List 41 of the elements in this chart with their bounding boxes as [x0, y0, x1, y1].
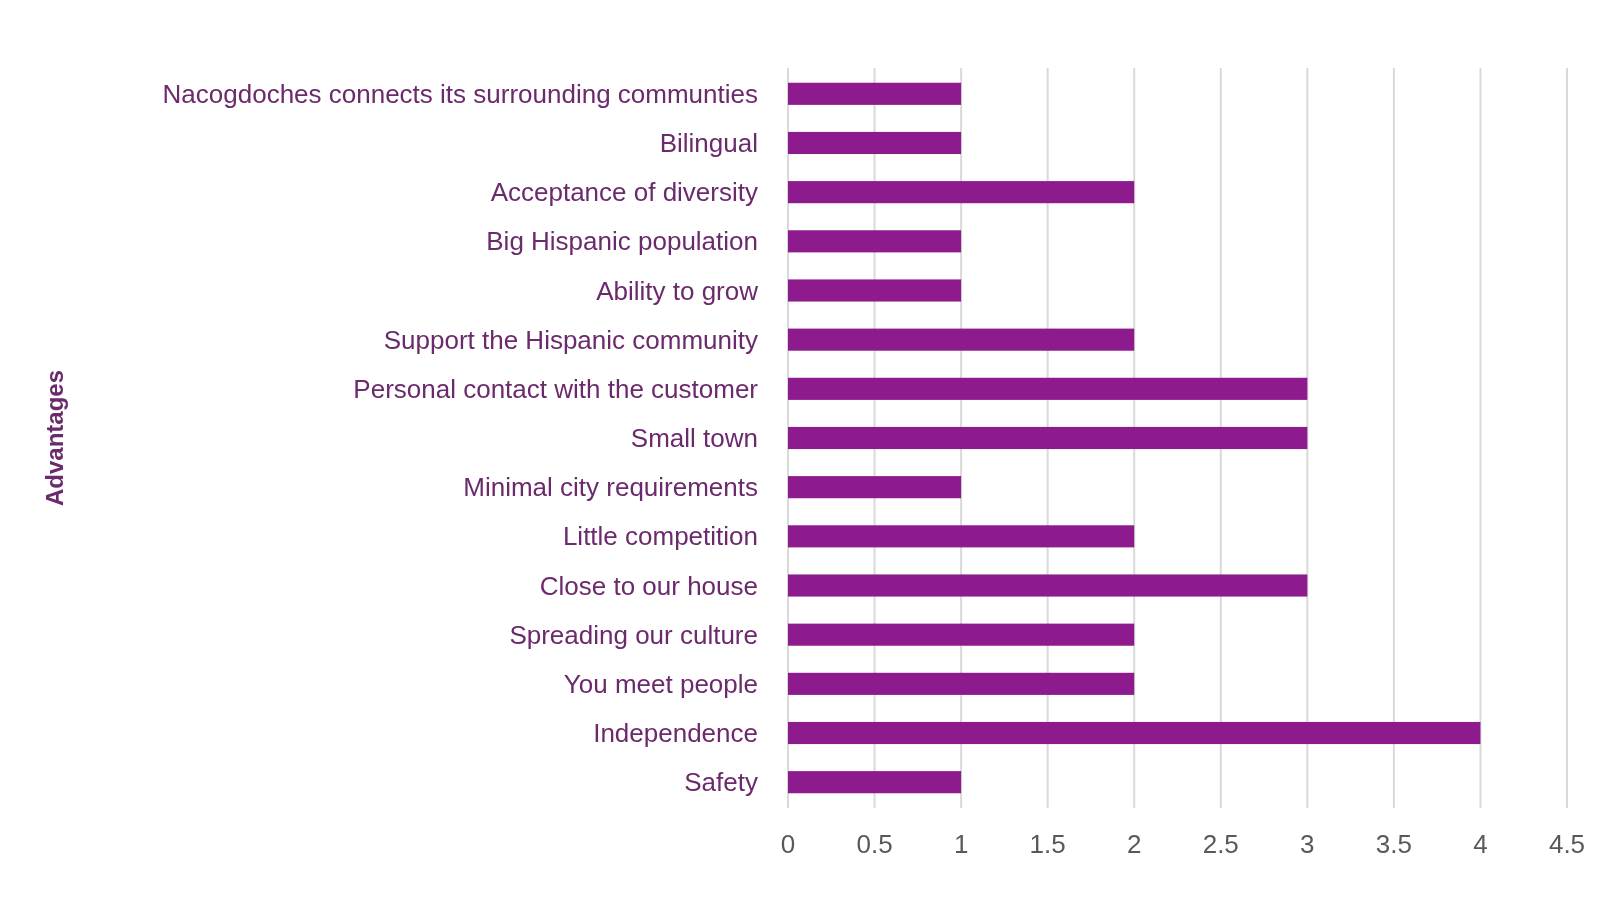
y-tick-label: You meet people: [563, 668, 758, 699]
x-tick-label: 4: [1473, 829, 1488, 859]
bar: [788, 328, 1135, 351]
y-tick-label: Close to our house: [539, 570, 758, 601]
y-tick-label: Minimal city requirements: [463, 472, 758, 503]
x-tick-label: 1.5: [1029, 829, 1066, 859]
y-axis-title: Advantages: [41, 369, 68, 507]
y-tick-label: Independence: [593, 718, 758, 749]
y-tick-label: Support the Hispanic community: [383, 324, 758, 355]
bar: [788, 82, 962, 105]
bar: [788, 721, 1481, 745]
bar: [788, 426, 1308, 450]
bar: [788, 476, 962, 499]
bar: [788, 672, 1135, 695]
x-tick-label: 3.5: [1375, 829, 1412, 859]
y-tick-label: Big Hispanic population: [486, 226, 758, 257]
x-tick-label: 0: [780, 829, 796, 859]
y-tick-label: Spreading our culture: [509, 619, 758, 650]
bar: [788, 230, 962, 253]
y-tick-label: Small town: [630, 423, 758, 454]
bar: [788, 131, 962, 155]
bar: [788, 623, 1135, 646]
y-tick-label: Acceptance of diversity: [490, 177, 758, 208]
x-tick-label: 0.5: [856, 829, 893, 859]
x-tick-label: 2.5: [1202, 829, 1239, 859]
bar: [788, 525, 1135, 548]
x-tick-label: 3: [1300, 829, 1315, 859]
bar: [788, 771, 962, 794]
bar: [788, 279, 962, 302]
y-tick-label: Nacogdoches connects its surrounding communties: [162, 78, 758, 109]
x-tick-label: 2: [1126, 829, 1142, 859]
bar: [788, 574, 1308, 597]
x-tick-label: 4.5: [1548, 829, 1586, 859]
y-tick-label: Bilingual: [659, 128, 758, 159]
y-tick-label: Ability to grow: [596, 275, 759, 306]
bar: [788, 181, 1135, 204]
bar: [788, 377, 1308, 400]
y-tick-label: Little competition: [562, 521, 758, 552]
y-tick-label: Personal contact with the customer: [353, 373, 759, 404]
x-tick-label: 1: [953, 829, 969, 859]
y-tick-label: Safety: [684, 767, 758, 798]
